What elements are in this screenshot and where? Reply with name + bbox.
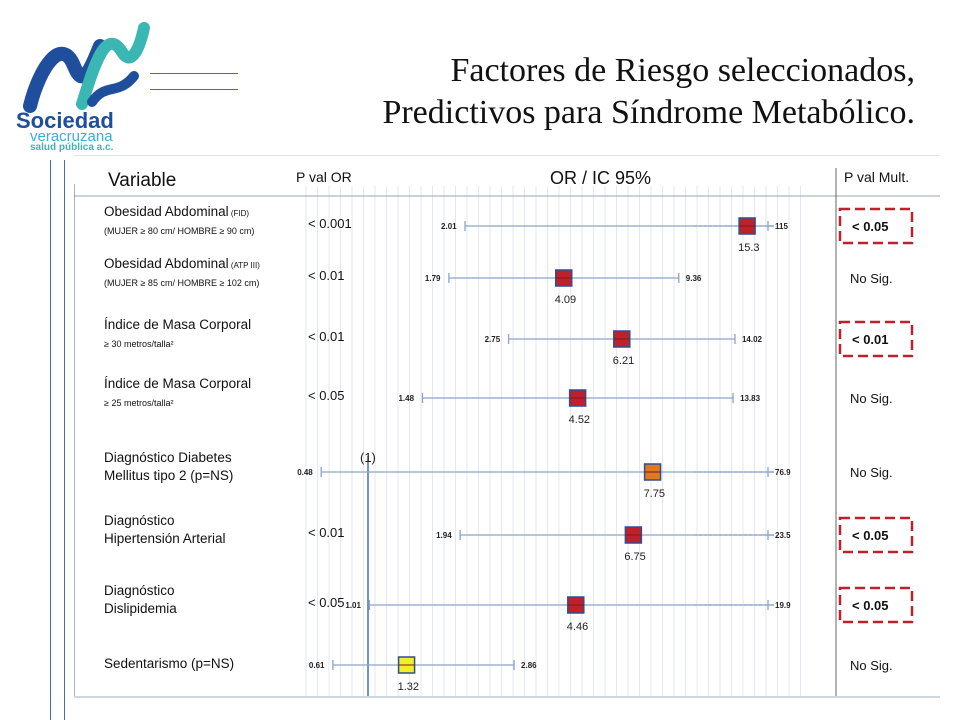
deco-vline-2 [64, 160, 65, 720]
row-pval-mult: < 0.05 [852, 528, 889, 543]
row-variable-name: Índice de Masa Corporal [104, 317, 251, 332]
row-pval-mult: No Sig. [850, 271, 893, 286]
row-variable-name-main: Obesidad Abdominal [104, 256, 229, 271]
row-variable-name: Índice de Masa Corporal [104, 376, 251, 391]
chart-headers: Variable P val OR OR / IC 95% P val Mult. [108, 168, 909, 191]
row-pval-mult-highlight [838, 586, 914, 624]
row-or-label: 1.32 [398, 681, 419, 693]
forest-row: Obesidad Abdominal (ATP III) (MUJER ≥ 85 … [104, 256, 893, 306]
forest-plot: (1) Variable P val OR OR / IC 95% P val Mul… [73, 168, 940, 696]
forest-row: Índice de Masa Corporal ≥ 25 metros/talla… [104, 376, 893, 426]
row-pval-mult: No Sig. [850, 465, 893, 480]
logo-line3: salud pública a.c. [30, 142, 114, 153]
logo-line1: Sociedad [16, 108, 114, 133]
page-title: Factores de Riesgo seleccionados, Predic… [295, 50, 915, 134]
forest-row: Sedentarismo (p=NS) 0.61 2.86 1.32 No Sig. [104, 656, 893, 693]
header-pval-mult: P val Mult. [844, 169, 909, 185]
row-or-label: 6.21 [613, 355, 634, 367]
row-pval-or: < 0.01 [308, 525, 345, 540]
title-line2: Predictivos para Síndrome Metabólico. [382, 94, 915, 131]
row-variable-sub: (MUJER ≥ 85 cm/ HOMBRE ≥ 102 cm) [104, 278, 259, 288]
row-pval-mult-highlight [838, 516, 914, 554]
logo-swoosh-blue-2 [87, 71, 139, 107]
row-pval-mult: No Sig. [850, 391, 893, 406]
forest-row: Diagnóstico Hipertensión Arterial < 0.01 1.… [104, 513, 914, 563]
row-pval-or: < 0.001 [308, 216, 352, 231]
row-ci-lo-label: 0.61 [309, 661, 325, 670]
row-variable-name-main: Diagnóstico Diabetes [104, 450, 232, 465]
row-or-label: 4.52 [569, 414, 590, 426]
row-ci-hi-label: 19.9 [775, 601, 791, 610]
row-pval-or: < 0.05 [308, 595, 345, 610]
row-variable-name-main: Obesidad Abdominal [104, 204, 229, 219]
row-pval-mult: < 0.01 [852, 332, 889, 347]
row-or-label: 4.09 [555, 294, 576, 306]
title-line1: Factores de Riesgo seleccionados, [450, 52, 915, 89]
row-ci-lo-label: 1.48 [398, 394, 414, 403]
row-variable-name: Diagnóstico Diabetes [104, 450, 232, 465]
row-variable-name-main: Índice de Masa Corporal [104, 376, 251, 391]
row-ci-hi-label: 76.9 [775, 468, 791, 477]
row-variable-name-main: Diagnóstico [104, 583, 175, 598]
row-variable-sub: ≥ 30 metros/talla² [104, 339, 173, 349]
row-variable-name: Obesidad Abdominal (FID) [104, 204, 249, 219]
row-ci-hi-label: 115 [775, 222, 788, 231]
row-variable-name: Sedentarismo (p=NS) [104, 656, 234, 671]
row-variable-sub: (MUJER ≥ 80 cm/ HOMBRE ≥ 90 cm) [104, 226, 254, 236]
forest-row: Diagnóstico Diabetes Mellitus tipo 2 (p=N… [104, 450, 893, 500]
row-variable-sub: ≥ 25 metros/talla² [104, 398, 173, 408]
row-pval-mult-highlight [838, 207, 914, 245]
row-or-label: 4.46 [567, 621, 588, 633]
forest-row: Obesidad Abdominal (FID) (MUJER ≥ 80 cm/ … [104, 204, 914, 254]
row-ci-lo-label: 2.01 [441, 222, 457, 231]
row-pval-mult: < 0.05 [852, 598, 889, 613]
row-pval-mult: < 0.05 [852, 219, 889, 234]
deco-vline-1 [50, 160, 51, 720]
header-pval-or: P val OR [296, 169, 352, 185]
logo-line2: veracruzana [30, 128, 113, 145]
row-ci-lo-label: 1.79 [425, 274, 441, 283]
deco-hline-2 [150, 89, 238, 90]
row-or-label: 7.75 [644, 488, 665, 500]
header-variable: Variable [108, 170, 176, 191]
row-pval-mult: No Sig. [850, 658, 893, 673]
row-variable-name-main: Diagnóstico [104, 513, 175, 528]
row-variable-note: (ATP III) [229, 261, 261, 270]
row-variable-sub: Hipertensión Arterial [104, 531, 226, 546]
row-ci-hi-label: 14.02 [742, 335, 763, 344]
row-variable-sub: Mellitus tipo 2 (p=NS) [104, 468, 233, 483]
row-ci-lo-label: 1.01 [345, 601, 361, 610]
row-variable-note: (FID) [229, 209, 250, 218]
row-variable-name: Diagnóstico [104, 583, 175, 598]
row-ci-lo-label: 1.94 [436, 531, 452, 540]
row-pval-mult-highlight [838, 320, 914, 358]
chart-rows: Obesidad Abdominal (FID) (MUJER ≥ 80 cm/ … [104, 204, 914, 693]
row-pval-or: < 0.01 [308, 329, 345, 344]
forest-plot-panel: (1) Variable P val OR OR / IC 95% P val Mul… [73, 155, 940, 698]
row-ci-hi-label: 2.86 [521, 661, 537, 670]
deco-hline-1 [150, 73, 238, 74]
row-ci-hi-label: 13.83 [740, 394, 761, 403]
logo [23, 22, 150, 113]
row-or-label: 15.3 [738, 242, 759, 254]
row-ci-lo-label: 2.75 [485, 335, 501, 344]
row-ci-hi-label: 9.36 [686, 274, 702, 283]
reference-label: (1) [360, 450, 376, 465]
row-pval-or: < 0.05 [308, 388, 345, 403]
grid-lines: (1) [74, 186, 940, 696]
row-variable-name-main: Sedentarismo (p=NS) [104, 656, 234, 671]
row-pval-or: < 0.01 [308, 268, 345, 283]
forest-row: Índice de Masa Corporal ≥ 30 metros/talla… [104, 317, 914, 367]
row-or-label: 6.75 [624, 551, 645, 563]
row-ci-hi-label: 23.5 [775, 531, 791, 540]
header-or-ic: OR / IC 95% [550, 168, 651, 188]
row-variable-name: Diagnóstico [104, 513, 175, 528]
row-variable-name: Obesidad Abdominal (ATP III) [104, 256, 260, 271]
row-variable-name-main: Índice de Masa Corporal [104, 317, 251, 332]
logo-swoosh-teal [76, 22, 150, 110]
row-ci-lo-label: 0.48 [297, 468, 313, 477]
row-variable-sub: Dislipidemia [104, 601, 177, 616]
